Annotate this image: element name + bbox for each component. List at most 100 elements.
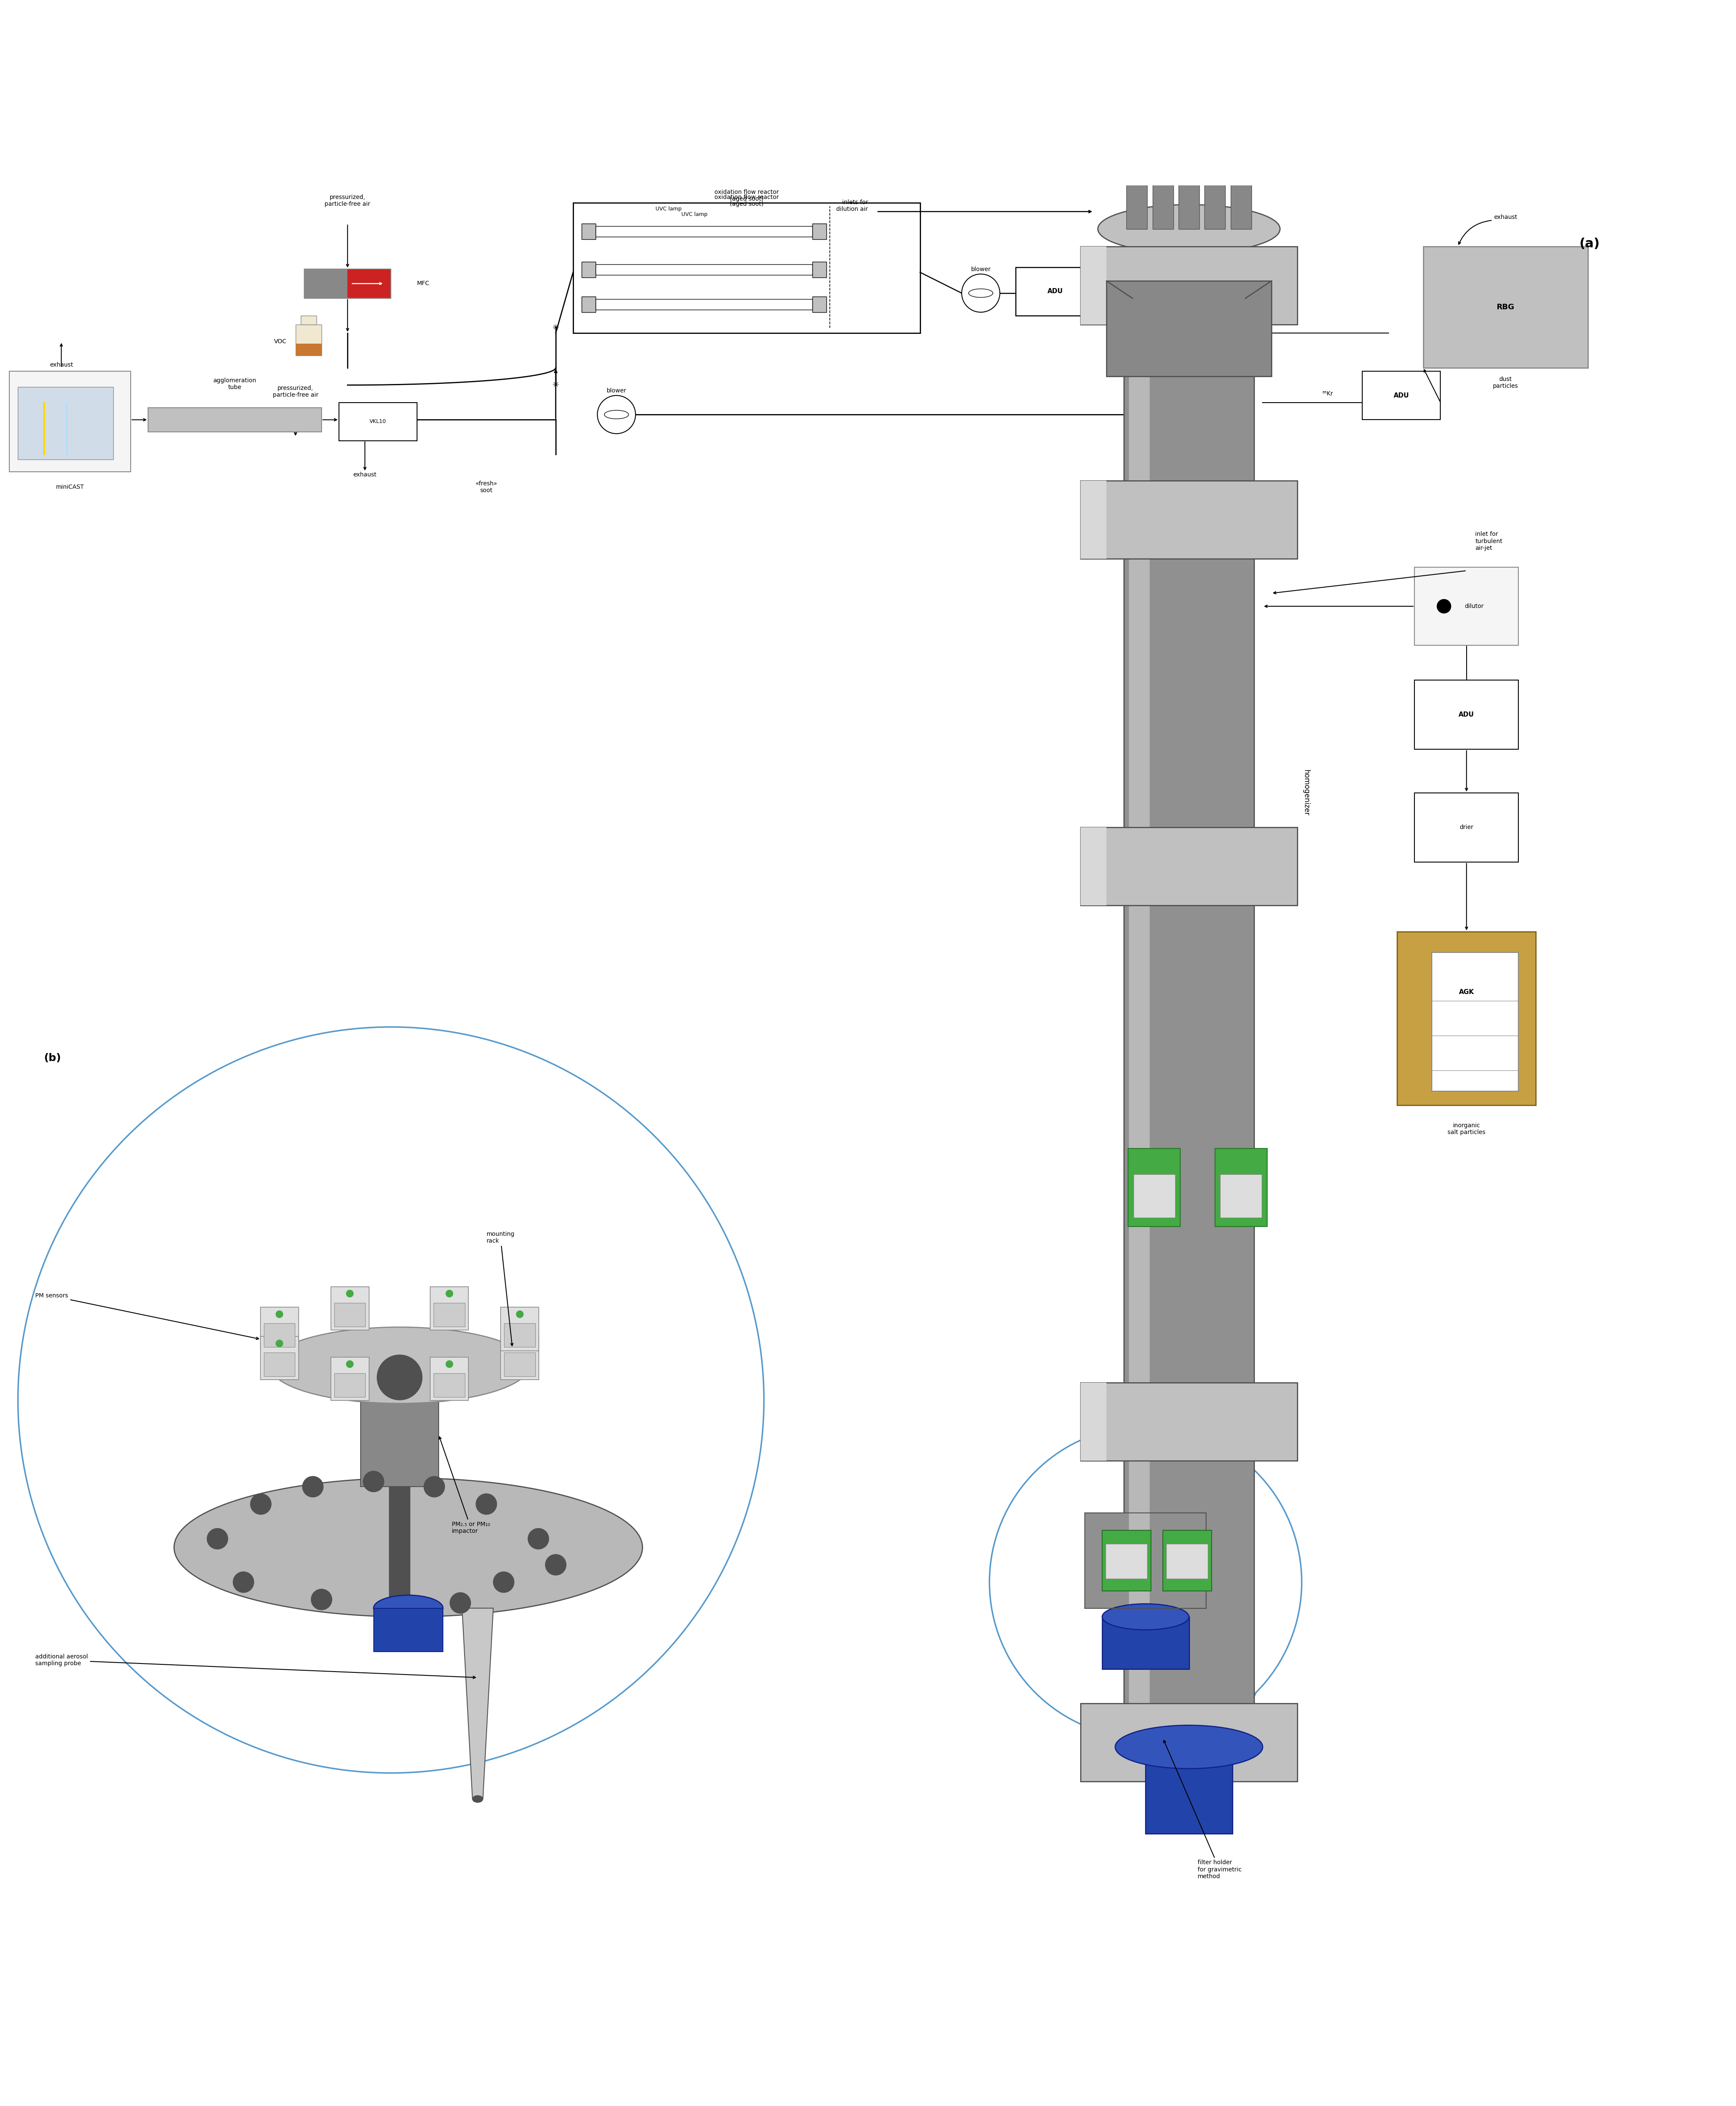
Bar xyxy=(1415,567,1519,644)
Text: inorganic
salt particles: inorganic salt particles xyxy=(1448,1122,1486,1135)
Circle shape xyxy=(424,1476,444,1497)
Text: pressurized,
particle-free air: pressurized, particle-free air xyxy=(273,385,318,398)
Circle shape xyxy=(377,1354,422,1400)
Circle shape xyxy=(597,396,635,434)
Bar xyxy=(1424,246,1588,369)
Circle shape xyxy=(363,1472,384,1491)
Bar xyxy=(1102,1531,1151,1590)
Text: ✳: ✳ xyxy=(552,381,559,390)
Bar xyxy=(335,1304,365,1327)
Bar xyxy=(434,1304,465,1327)
Text: RBG: RBG xyxy=(1496,303,1514,312)
Text: oxidation flow reactor
(aged soot): oxidation flow reactor (aged soot) xyxy=(713,190,779,202)
Bar xyxy=(332,1287,368,1331)
Bar xyxy=(1153,168,1174,230)
Bar xyxy=(148,409,321,432)
Circle shape xyxy=(545,1554,566,1575)
Ellipse shape xyxy=(1115,1725,1262,1769)
Bar xyxy=(1085,1512,1207,1609)
Bar xyxy=(1432,952,1519,1091)
Bar xyxy=(1127,168,1147,230)
Circle shape xyxy=(962,274,1000,312)
Ellipse shape xyxy=(1153,164,1174,173)
Bar xyxy=(1397,931,1536,1106)
Bar xyxy=(1167,1544,1208,1580)
Bar xyxy=(573,202,920,333)
Text: ✳: ✳ xyxy=(552,324,559,333)
Bar xyxy=(1102,1531,1151,1590)
Circle shape xyxy=(1437,600,1451,613)
Ellipse shape xyxy=(1205,164,1226,173)
Bar xyxy=(332,1356,368,1400)
Bar xyxy=(295,324,321,356)
Bar xyxy=(1080,1384,1297,1462)
Text: filter holder
for gravimetric
method: filter holder for gravimetric method xyxy=(1163,1740,1241,1879)
Bar xyxy=(812,261,826,278)
Bar xyxy=(1167,1544,1208,1580)
Bar xyxy=(17,388,113,459)
Text: dilutor: dilutor xyxy=(1465,602,1484,609)
Bar xyxy=(339,402,417,440)
Ellipse shape xyxy=(1097,204,1279,253)
Ellipse shape xyxy=(361,1369,439,1396)
Text: ADU: ADU xyxy=(1047,289,1062,295)
Circle shape xyxy=(17,1028,764,1773)
Circle shape xyxy=(233,1571,253,1592)
Bar xyxy=(335,1373,365,1396)
Ellipse shape xyxy=(1231,164,1252,173)
Circle shape xyxy=(450,1592,470,1613)
Text: blower: blower xyxy=(606,388,627,394)
Text: mounting
rack: mounting rack xyxy=(486,1232,514,1346)
Text: UVC lamp: UVC lamp xyxy=(656,206,682,213)
Bar xyxy=(1231,168,1252,230)
Bar xyxy=(1080,480,1297,558)
Bar xyxy=(1080,828,1297,906)
Bar xyxy=(300,316,316,324)
Circle shape xyxy=(493,1571,514,1592)
Text: ⁸⁵Kr: ⁸⁵Kr xyxy=(1323,392,1333,396)
Bar xyxy=(1215,1148,1267,1226)
Text: PM₂.₅ or PM₁₀
impactor: PM₂.₅ or PM₁₀ impactor xyxy=(439,1436,490,1535)
Bar xyxy=(500,1337,538,1379)
Circle shape xyxy=(302,1476,323,1497)
Bar xyxy=(1163,1531,1212,1590)
Bar xyxy=(264,1352,295,1377)
Text: exhaust: exhaust xyxy=(1493,215,1517,221)
Circle shape xyxy=(380,1598,401,1620)
Text: exhaust: exhaust xyxy=(50,362,73,369)
Bar xyxy=(1080,246,1106,324)
Bar xyxy=(1146,1748,1233,1834)
Bar xyxy=(595,265,812,276)
Ellipse shape xyxy=(1127,164,1147,173)
Text: VOC: VOC xyxy=(274,339,286,345)
Bar xyxy=(812,297,826,312)
Bar xyxy=(1085,1512,1207,1609)
Text: oxidation flow reactor
(aged soot): oxidation flow reactor (aged soot) xyxy=(713,194,779,206)
Ellipse shape xyxy=(174,1478,642,1617)
Bar xyxy=(431,1356,469,1400)
Text: ADU: ADU xyxy=(1458,712,1474,718)
Bar xyxy=(1123,299,1253,1748)
Bar xyxy=(361,1384,439,1487)
Circle shape xyxy=(476,1493,496,1514)
Bar xyxy=(1432,952,1519,1091)
Bar xyxy=(1205,168,1226,230)
Text: miniCAST: miniCAST xyxy=(56,484,83,491)
Bar xyxy=(812,223,826,240)
Circle shape xyxy=(311,1590,332,1609)
Bar xyxy=(304,270,347,299)
Circle shape xyxy=(207,1529,227,1550)
Circle shape xyxy=(516,1339,524,1348)
Bar xyxy=(1128,1148,1180,1226)
Ellipse shape xyxy=(373,1594,443,1622)
Bar xyxy=(295,343,321,356)
Bar xyxy=(1363,371,1441,419)
Text: drier: drier xyxy=(1460,823,1474,830)
Bar xyxy=(1163,1531,1212,1590)
Bar xyxy=(304,270,391,299)
Circle shape xyxy=(528,1529,549,1550)
Ellipse shape xyxy=(269,1327,529,1403)
Bar xyxy=(1016,267,1094,316)
Polygon shape xyxy=(462,1609,493,1799)
Text: exhaust: exhaust xyxy=(352,472,377,478)
